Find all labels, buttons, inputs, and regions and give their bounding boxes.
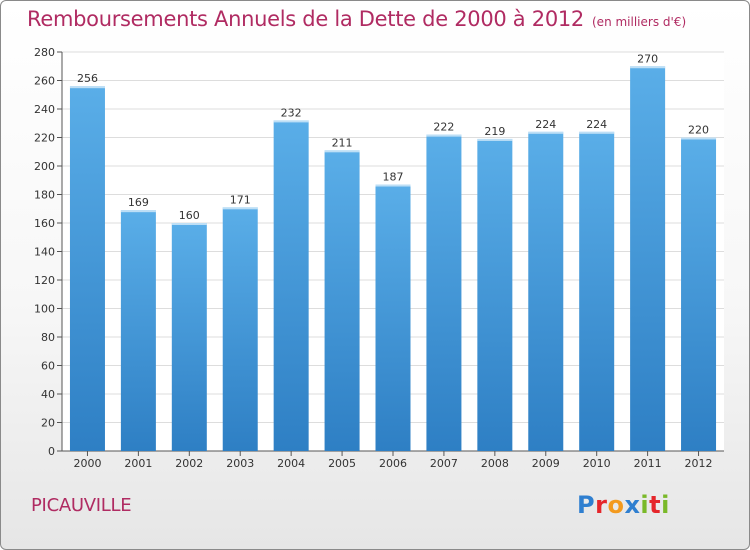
- bar: [630, 66, 666, 451]
- bar-value-label: 256: [77, 72, 98, 85]
- bar-highlight: [273, 120, 309, 123]
- bar-value-label: 222: [433, 121, 454, 134]
- x-tick-label: 2006: [379, 457, 407, 470]
- x-tick-label: 2007: [430, 457, 458, 470]
- bar: [273, 120, 309, 452]
- bar-highlight: [171, 223, 207, 225]
- y-tick-label: 180: [34, 189, 55, 202]
- logo-letter: i: [640, 491, 650, 519]
- bar-value-label: 219: [484, 125, 505, 138]
- x-tick-label: 2000: [73, 457, 101, 470]
- bar-value-label: 171: [230, 193, 251, 206]
- bar: [528, 131, 564, 452]
- y-tick-label: 40: [41, 388, 55, 401]
- y-tick-label: 160: [34, 217, 55, 230]
- proxiti-logo: Proxiti: [577, 491, 670, 519]
- bar: [477, 138, 513, 452]
- x-tick-label: 2008: [481, 457, 509, 470]
- bar-value-label: 220: [688, 124, 709, 137]
- y-tick-label: 0: [48, 445, 55, 458]
- chart-title: Remboursements Annuels de la Dette de 20…: [27, 7, 686, 31]
- bar-highlight: [579, 131, 615, 134]
- bar-value-label: 211: [332, 136, 353, 149]
- bar-value-label: 160: [179, 209, 200, 222]
- bar-highlight: [681, 137, 717, 140]
- bar: [681, 137, 717, 451]
- x-tick-label: 2010: [583, 457, 611, 470]
- y-tick-label: 60: [41, 360, 55, 373]
- bar: [120, 210, 156, 451]
- logo-letter: r: [595, 491, 608, 519]
- x-tick-label: 2002: [175, 457, 203, 470]
- bar: [69, 86, 105, 451]
- commune-name: PICAUVILLE: [31, 495, 132, 516]
- x-tick-label: 2005: [328, 457, 356, 470]
- bar-highlight: [120, 210, 156, 213]
- y-tick-label: 220: [34, 132, 55, 145]
- logo-letter: P: [577, 491, 596, 519]
- bar: [324, 150, 360, 451]
- logo-letter: i: [661, 491, 670, 519]
- chart-title-text: Remboursements Annuels de la Dette de 20…: [27, 7, 584, 31]
- bar-value-label: 232: [281, 106, 302, 119]
- bar-highlight: [222, 207, 258, 210]
- x-tick-label: 2011: [634, 457, 662, 470]
- bar-value-label: 224: [586, 118, 607, 131]
- logo-letter: t: [649, 491, 662, 519]
- y-tick-label: 120: [34, 274, 55, 287]
- bar: [426, 134, 462, 451]
- x-tick-label: 2012: [685, 457, 713, 470]
- y-tick-label: 240: [34, 103, 55, 116]
- y-tick-label: 200: [34, 160, 55, 173]
- y-tick-label: 80: [41, 331, 55, 344]
- bar-highlight: [477, 138, 513, 141]
- bar-highlight: [630, 66, 666, 69]
- bar-highlight: [375, 184, 411, 187]
- logo-letter: o: [607, 491, 625, 519]
- bar-highlight: [324, 150, 360, 153]
- x-tick-label: 2001: [124, 457, 152, 470]
- y-tick-label: 260: [34, 75, 55, 88]
- bar-highlight: [528, 131, 564, 134]
- bar-value-label: 224: [535, 118, 556, 131]
- bar-value-label: 187: [383, 171, 404, 184]
- bar: [579, 131, 615, 452]
- bar: [375, 184, 411, 451]
- x-tick-label: 2004: [277, 457, 305, 470]
- y-tick-label: 100: [34, 303, 55, 316]
- bar: [222, 207, 258, 451]
- bar-highlight: [69, 86, 105, 89]
- x-tick-label: 2009: [532, 457, 560, 470]
- chart-subtitle: (en milliers d'€): [592, 15, 687, 29]
- y-tick-label: 20: [41, 417, 55, 430]
- bar-value-label: 270: [637, 52, 658, 65]
- bar-highlight: [426, 134, 462, 137]
- bar-value-label: 169: [128, 196, 149, 209]
- x-tick-label: 2003: [226, 457, 254, 470]
- y-tick-label: 140: [34, 246, 55, 259]
- bar: [171, 223, 207, 451]
- y-tick-label: 280: [34, 46, 55, 59]
- logo-letter: x: [624, 491, 641, 519]
